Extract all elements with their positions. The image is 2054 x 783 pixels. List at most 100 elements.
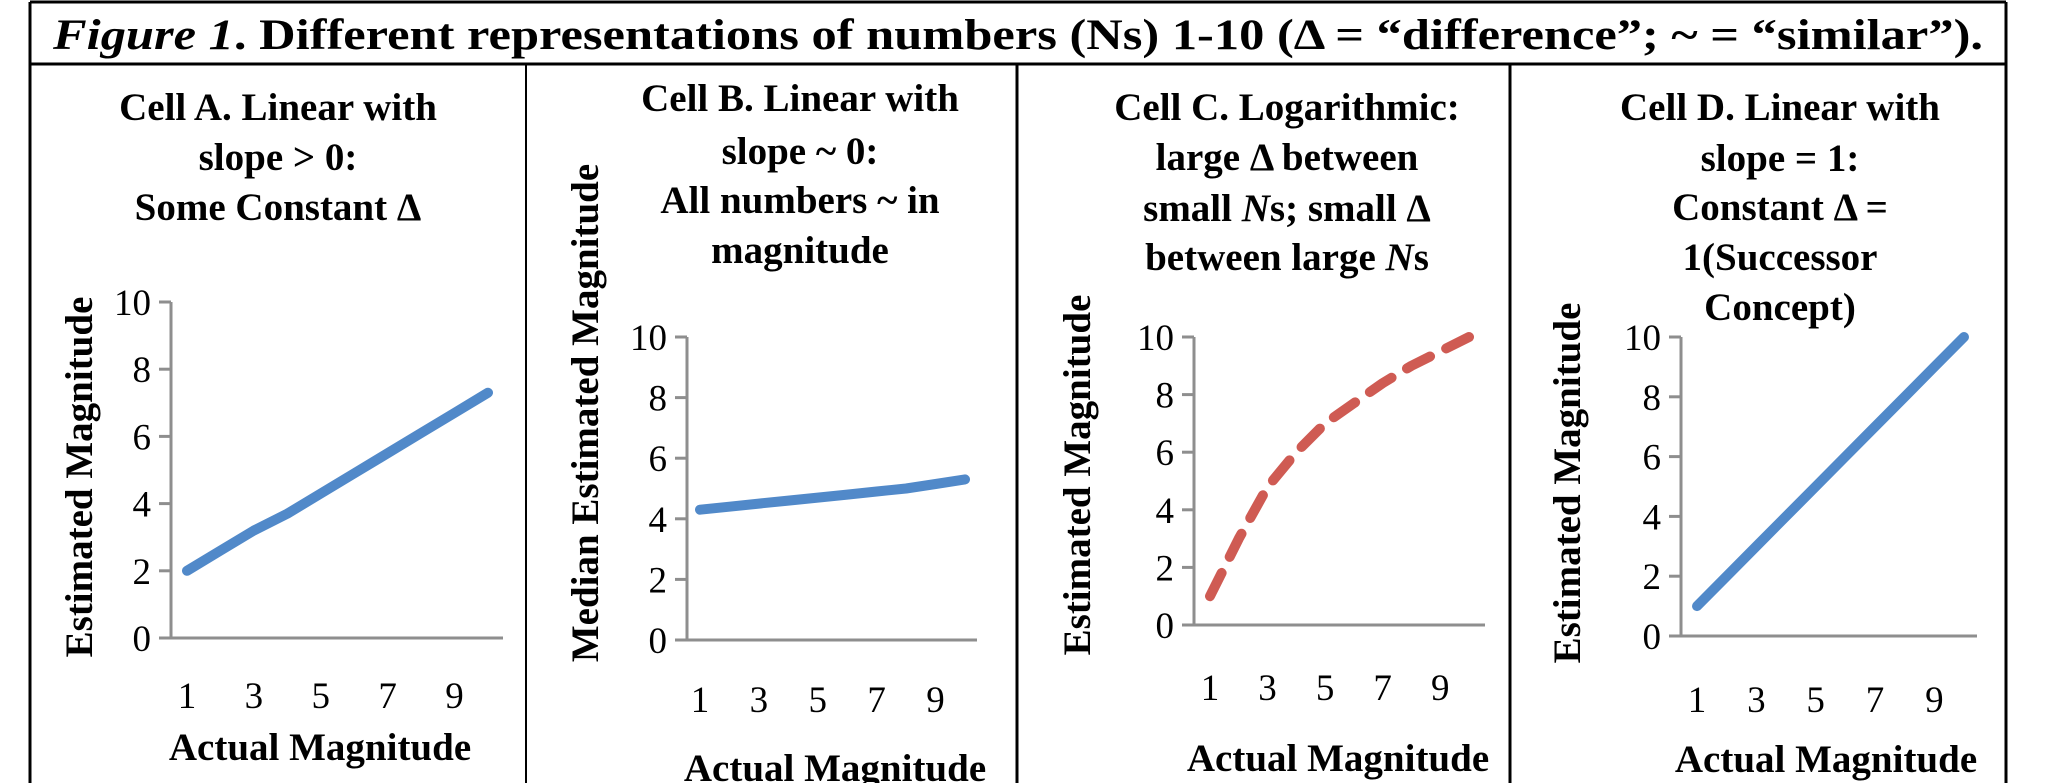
cell-title-part: small bbox=[1143, 187, 1242, 230]
x-axis-label: Actual Magnitude bbox=[1675, 738, 1977, 781]
y-axis-label: Estimated Magnitude bbox=[58, 297, 101, 658]
x-tick-label: 9 bbox=[1431, 668, 1450, 709]
cell-title-part: slope ~ 0: bbox=[722, 130, 879, 173]
cell-title-part: Cell C. Logarithmic: bbox=[1114, 86, 1460, 129]
y-tick-label: 10 bbox=[114, 283, 151, 324]
x-tick-label: 7 bbox=[378, 676, 397, 717]
x-tick-label: 7 bbox=[1373, 668, 1392, 709]
x-tick-label: 5 bbox=[809, 680, 828, 721]
y-tick-label: 4 bbox=[649, 500, 668, 541]
cell-title-italic-part: N bbox=[1241, 187, 1272, 230]
figure-title: Figure 1. Different representations of n… bbox=[52, 12, 1983, 59]
y-tick-label: 6 bbox=[133, 417, 152, 458]
x-tick-label: 3 bbox=[750, 680, 769, 721]
y-tick-label: 4 bbox=[1643, 497, 1662, 538]
y-tick-label: 2 bbox=[1643, 557, 1662, 598]
cell-title-line: small Ns; small Δ bbox=[1143, 187, 1431, 230]
y-tick-label: 10 bbox=[1137, 318, 1174, 359]
x-tick-label: 9 bbox=[926, 680, 945, 721]
y-tick-label: 0 bbox=[1643, 617, 1662, 658]
x-tick-label: 5 bbox=[1316, 668, 1335, 709]
x-axis-label: Actual Magnitude bbox=[684, 747, 986, 783]
y-tick-label: 0 bbox=[1156, 606, 1175, 647]
cell-c-chart: Cell C. Logarithmic: large Δ between small… bbox=[1056, 86, 1489, 780]
y-tick-label: 6 bbox=[1643, 438, 1662, 479]
y-tick-label: 0 bbox=[649, 621, 668, 662]
x-tick-label: 7 bbox=[867, 680, 886, 721]
y-tick-label: 6 bbox=[1156, 433, 1175, 474]
cell-title-line: slope = 1: bbox=[1701, 137, 1860, 180]
cell-title-part: Concept) bbox=[1704, 286, 1856, 329]
y-tick-label: 2 bbox=[1156, 548, 1175, 589]
cell-title-part: Cell D. Linear with bbox=[1620, 86, 1940, 129]
y-tick-label: 0 bbox=[133, 619, 152, 660]
y-tick-label: 4 bbox=[133, 485, 152, 526]
cell-title-line: 1(Successor bbox=[1683, 236, 1878, 279]
series-line bbox=[182, 387, 493, 576]
cell-title-part: between large bbox=[1145, 236, 1385, 279]
cell-title-part: large Δ between bbox=[1156, 136, 1419, 179]
y-axis-label: Estimated Magnitude bbox=[1056, 295, 1099, 656]
y-tick-label: 4 bbox=[1156, 491, 1175, 532]
cell-title-part: magnitude bbox=[711, 229, 889, 272]
cell-title-line: magnitude bbox=[711, 229, 889, 272]
x-axis-label: Actual Magnitude bbox=[1187, 737, 1489, 780]
cell-title-part: Some Constant Δ bbox=[135, 186, 422, 229]
y-tick-label: 10 bbox=[630, 318, 667, 359]
x-tick-label: 3 bbox=[1258, 668, 1277, 709]
x-tick-label: 3 bbox=[1747, 680, 1766, 721]
y-tick-label: 8 bbox=[1643, 378, 1662, 419]
cell-title-part: All numbers ~ in bbox=[660, 179, 940, 222]
x-tick-label: 3 bbox=[245, 676, 264, 717]
y-axis-label: Median Estimated Magnitude bbox=[564, 164, 607, 662]
y-axis-label: Estimated Magnitude bbox=[1546, 303, 1589, 664]
figure-title-caption: . Different representations of numbers (… bbox=[234, 12, 1983, 59]
figure-title-label: Figure 1 bbox=[52, 12, 234, 59]
cell-title-part: s bbox=[1414, 236, 1429, 279]
x-tick-label: 1 bbox=[178, 676, 197, 717]
cell-title-line: All numbers ~ in bbox=[660, 179, 940, 222]
x-tick-label: 9 bbox=[1925, 680, 1944, 721]
series-line bbox=[1205, 332, 1474, 602]
cell-title-part: Cell B. Linear with bbox=[641, 77, 959, 120]
cell-title-part: slope = 1: bbox=[1701, 137, 1860, 180]
x-tick-label: 1 bbox=[691, 680, 710, 721]
series-line bbox=[695, 474, 970, 515]
cell-title-line: Cell A. Linear with bbox=[119, 86, 437, 129]
cell-title-line: Some Constant Δ bbox=[135, 186, 422, 229]
cell-title-italic-part: N bbox=[1385, 236, 1416, 279]
y-tick-label: 10 bbox=[1624, 318, 1661, 359]
cell-title-line: Concept) bbox=[1704, 286, 1856, 329]
y-tick-label: 2 bbox=[133, 552, 152, 593]
cell-d-chart: Cell D. Linear with slope = 1: Constant Δ … bbox=[1546, 86, 1977, 781]
cell-title-part: slope > 0: bbox=[199, 136, 358, 179]
cell-title-line: large Δ between bbox=[1156, 136, 1419, 179]
x-tick-label: 7 bbox=[1866, 680, 1885, 721]
y-tick-label: 8 bbox=[1156, 376, 1175, 417]
y-tick-label: 8 bbox=[133, 350, 152, 391]
x-tick-label: 1 bbox=[1201, 668, 1220, 709]
cell-title-line: Constant Δ = bbox=[1672, 186, 1888, 229]
cell-title-line: Cell D. Linear with bbox=[1620, 86, 1940, 129]
x-tick-label: 5 bbox=[1806, 680, 1825, 721]
cell-title-part: 1(Successor bbox=[1683, 236, 1878, 279]
y-tick-label: 6 bbox=[649, 439, 668, 480]
cell-title-part: Constant Δ = bbox=[1672, 186, 1888, 229]
cell-title-part: Cell A. Linear with bbox=[119, 86, 437, 129]
cell-title-line: Cell B. Linear with bbox=[641, 77, 959, 120]
y-tick-label: 2 bbox=[649, 560, 668, 601]
x-axis-label: Actual Magnitude bbox=[169, 726, 471, 769]
cell-a-chart: Cell A. Linear with slope > 0: Some Consta… bbox=[58, 86, 503, 769]
cell-title-line: between large Ns bbox=[1145, 236, 1429, 279]
cell-b-chart: Cell B. Linear with slope ~ 0: All numbers… bbox=[564, 77, 986, 783]
cell-title-line: Cell C. Logarithmic: bbox=[1114, 86, 1460, 129]
x-tick-label: 9 bbox=[445, 676, 464, 717]
cell-title-line: slope ~ 0: bbox=[722, 130, 879, 173]
series-line bbox=[1692, 332, 1969, 612]
y-tick-label: 8 bbox=[649, 379, 668, 420]
figure-frame bbox=[28, 0, 2008, 783]
cell-title-part: s; small Δ bbox=[1270, 187, 1431, 230]
x-tick-label: 1 bbox=[1688, 680, 1707, 721]
cell-title-line: slope > 0: bbox=[199, 136, 358, 179]
